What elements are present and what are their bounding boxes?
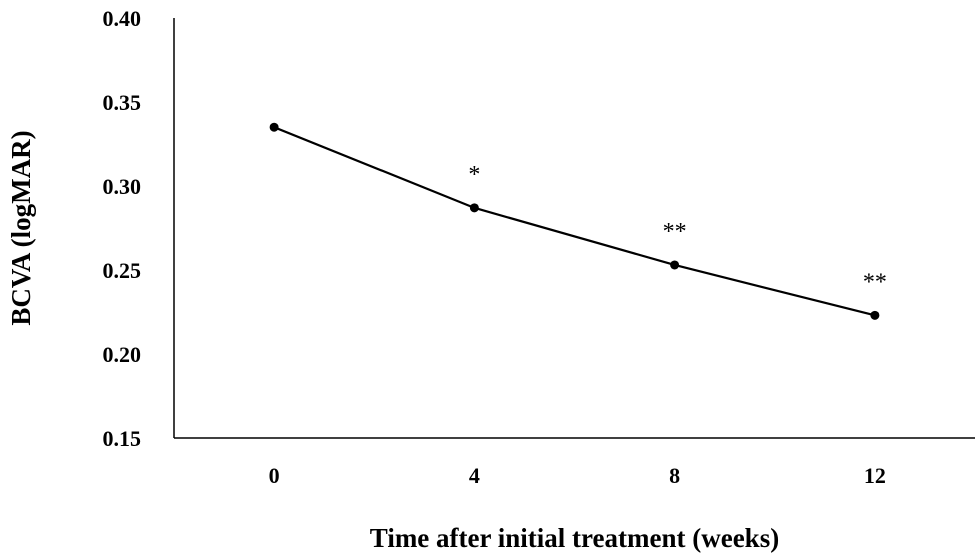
x-tick-labels: 0 4 8 12 (269, 463, 886, 488)
y-tick-label: 0.25 (103, 258, 142, 283)
x-tick-label: 8 (669, 463, 680, 488)
y-tick-label: 0.30 (103, 174, 142, 199)
significance-marker: * (468, 162, 480, 188)
x-tick-label: 0 (269, 463, 280, 488)
x-tick-label: 4 (469, 463, 480, 488)
series-line (273, 126, 876, 317)
y-tick-label: 0.20 (103, 342, 142, 367)
y-tick-label: 0.40 (103, 6, 142, 31)
y-axis-title: BCVA (logMAR) (6, 130, 36, 325)
significance-marker: ** (863, 269, 887, 295)
x-tick-label: 12 (864, 463, 886, 488)
y-tick-label: 0.15 (103, 426, 142, 451)
y-tick-label: 0.35 (103, 90, 142, 115)
y-tick-labels: 0.15 0.20 0.25 0.30 0.35 0.40 (103, 6, 142, 451)
data-point (670, 260, 680, 270)
significance-annotations: ***** (468, 162, 887, 296)
data-point (870, 310, 880, 320)
x-axis-title: Time after initial treatment (weeks) (370, 523, 779, 553)
data-point (469, 203, 479, 213)
data-point (269, 122, 279, 132)
significance-marker: ** (663, 219, 687, 245)
series-layer (269, 122, 880, 320)
